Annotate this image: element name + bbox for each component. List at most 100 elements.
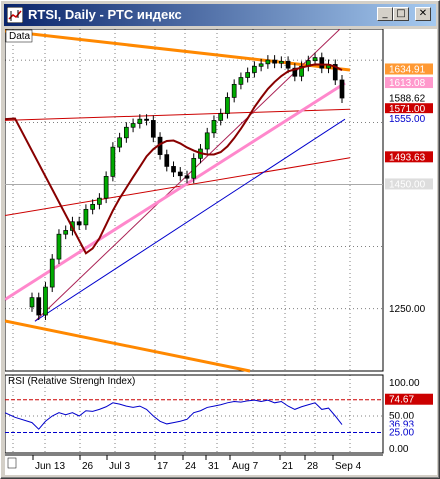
price-label: 1588.62 xyxy=(385,92,433,104)
candle xyxy=(184,170,190,184)
price-label-value: 1555.00 xyxy=(389,114,426,125)
rsi-label: 25.00 xyxy=(385,426,433,439)
candle xyxy=(299,61,304,82)
candle xyxy=(332,59,338,85)
x-axis-tick-label: 17 xyxy=(157,461,169,472)
price-label-value: 1571.00 xyxy=(389,104,426,115)
rsi-line xyxy=(5,399,343,430)
candle-body xyxy=(278,60,284,64)
chart-area[interactable]: 1634.91 1613.08 1588.62 1571.00 1555.00 1493.… xyxy=(5,29,437,475)
candle xyxy=(278,56,284,69)
candle-body xyxy=(245,72,251,78)
price-label: 1613.08 xyxy=(385,77,433,89)
candle-body xyxy=(218,113,224,121)
candle-body xyxy=(56,233,62,260)
candle xyxy=(137,114,143,129)
candle xyxy=(76,216,82,230)
candle-body xyxy=(110,146,116,177)
candle xyxy=(211,115,217,138)
price-label-value: 1613.08 xyxy=(389,78,426,89)
rsi-label-bg xyxy=(385,418,433,430)
candle xyxy=(204,127,210,154)
candle-body xyxy=(137,118,143,124)
candle-body xyxy=(238,77,244,85)
candle xyxy=(191,153,197,184)
candle xyxy=(49,254,55,293)
candle-body xyxy=(83,208,89,226)
rsi-label-value: 36.93 xyxy=(389,420,414,431)
price-label: 1634.91 xyxy=(385,63,433,75)
close-button[interactable]: ✕ xyxy=(415,7,431,21)
candle-body xyxy=(231,83,237,98)
candle-body xyxy=(63,230,69,235)
candle-body xyxy=(164,154,170,167)
x-axis-labels: Jun 13 26 Jul 3 17 24 31 Aug 7 21 28 Sep 4 xyxy=(5,454,383,472)
grid-lines xyxy=(5,29,383,453)
rsi-label: 36.93 xyxy=(385,418,433,431)
candle xyxy=(103,171,109,204)
trend-line-blue xyxy=(34,118,346,322)
x-axis-tick-label: 26 xyxy=(82,461,94,472)
price-panel-frame xyxy=(5,29,384,372)
channel-lower-line xyxy=(5,319,251,373)
chart-app-icon xyxy=(7,7,23,23)
candle-body xyxy=(150,120,156,138)
maximize-button[interactable]: □ xyxy=(393,7,409,21)
price-label: 1450.00 xyxy=(385,178,433,190)
candle xyxy=(110,142,116,182)
candle-body xyxy=(204,132,210,150)
candle xyxy=(97,193,102,210)
candle xyxy=(272,55,277,69)
candle xyxy=(36,292,42,321)
candle-body xyxy=(117,137,122,148)
candle xyxy=(177,167,183,181)
candle-body xyxy=(191,157,197,179)
candle xyxy=(218,108,224,126)
candle-body xyxy=(252,65,257,73)
candle xyxy=(171,161,176,177)
data-tag-label: Data xyxy=(9,31,31,42)
candle-body xyxy=(184,175,190,179)
candle-body xyxy=(103,176,109,199)
candle xyxy=(252,61,257,78)
minimize-button[interactable]: _ xyxy=(377,7,393,21)
rsi-label: 50.00 xyxy=(389,411,414,422)
title-bar[interactable]: RTSI, Daily - РТС индекс _ □ ✕ xyxy=(4,4,436,26)
price-label-bg xyxy=(385,302,433,314)
x-axis-tick-label: Aug 7 xyxy=(232,461,259,472)
candle xyxy=(144,114,149,126)
rsi-label: 74.67 xyxy=(385,393,433,406)
scroll-indicator xyxy=(7,457,17,469)
candle-body xyxy=(299,65,304,77)
candle-body xyxy=(171,166,176,173)
price-label: 1250.00 xyxy=(385,302,433,315)
candle xyxy=(285,56,291,74)
price-label-value: 1450.00 xyxy=(389,179,426,190)
price-label: 1571.00 xyxy=(385,103,433,115)
candle-body xyxy=(76,221,82,226)
rsi-label: 100.00 xyxy=(389,378,420,389)
x-axis-tick-label: 28 xyxy=(307,461,319,472)
price-label-bg xyxy=(385,103,433,115)
candle xyxy=(90,199,96,215)
rsi-label-value: 0.00 xyxy=(389,444,409,455)
candle xyxy=(29,292,35,312)
candle xyxy=(56,229,62,265)
candle xyxy=(63,225,69,240)
candle-body xyxy=(97,197,102,205)
price-label-value: 1588.62 xyxy=(389,93,426,104)
price-label: 1555.00 xyxy=(385,113,433,125)
price-label-bg xyxy=(385,178,433,190)
price-label-bg xyxy=(385,92,433,104)
candle-body xyxy=(312,57,318,62)
rsi-label-bg xyxy=(385,393,433,405)
candle xyxy=(319,52,325,74)
candle-body xyxy=(43,286,48,316)
candle xyxy=(238,72,244,90)
price-label-bg xyxy=(385,151,433,163)
candle-body xyxy=(123,126,129,139)
candle-body xyxy=(225,97,230,114)
x-axis-tick-label: Sep 4 xyxy=(335,461,362,472)
